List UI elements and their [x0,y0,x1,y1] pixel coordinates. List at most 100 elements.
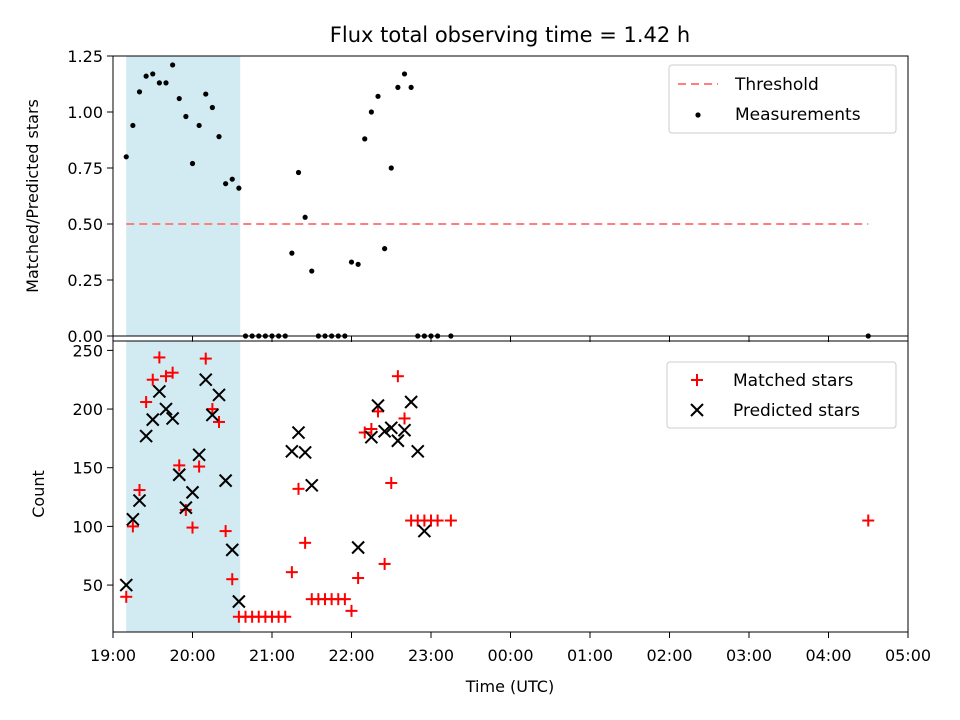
matched-star-point [352,572,365,585]
predicted-star-point [185,485,200,500]
matched-star-point [126,520,139,533]
matched-star-point [193,460,206,473]
matched-star-point [444,514,457,527]
matched-star-point [206,403,219,416]
measurement-point [355,261,361,267]
ratio-legend-box [668,64,897,134]
count-y-axis-label: Count [29,470,48,518]
matched-star-point [120,590,133,603]
count-y-tick-label: 150 [72,459,103,478]
predicted-star-point [391,434,405,448]
measurement-point [236,185,242,191]
measurement-point [170,62,176,68]
predicted-star-point [417,524,432,538]
matched-star-point [179,503,192,516]
predicted-star-point [146,412,160,427]
matched-star-point [862,514,875,527]
measurement-point [176,95,182,102]
predicted-star-point [132,493,147,508]
predicted-star-point [126,512,140,527]
predicted-star-point [397,423,412,437]
predicted-star-point [212,388,226,402]
measurement-point [229,176,235,182]
x-tick-label: 03:00 [726,646,772,665]
ratio-y-tick-label: 0.25 [67,271,103,290]
x-tick-label: 23:00 [408,646,454,665]
ratio-shaded-region [126,56,241,336]
legend-measurements-label: Measurements [735,105,861,125]
matched-star-point [398,412,411,425]
count-legend: Matched stars Predicted stars [666,361,897,429]
x-tick-label: 20:00 [169,646,215,665]
measurement-point [136,89,143,95]
matched-star-point [133,484,146,497]
matched-star-point [358,426,371,439]
predicted-star-point [298,445,312,460]
count-y-tick-label: 200 [72,400,103,419]
matched-star-point [299,536,312,549]
measurement-point [395,84,401,90]
matched-star-point [173,459,186,472]
ratio-y-tick-label: 0.75 [67,159,103,178]
x-axis-label: Time (UTC) [465,677,554,696]
x-tick-label: 19:00 [90,646,136,665]
measurement-point [348,259,355,265]
count-panel: 50 100 150 200 250 19:00 20:00 21:00 22:00 23:00… [29,340,931,696]
matched-star-point [166,366,179,379]
measurement-point [189,160,196,167]
measurement-point [130,122,136,129]
count-x-ticks: 19:00 20:00 21:00 22:00 23:00 00:00 01:00 02:00… [90,632,931,665]
count-y-tick-label: 100 [72,517,103,536]
measurement-point [123,154,129,160]
matched-star-point [279,610,292,623]
count-y-ticks: 50 100 150 200 250 [72,341,113,595]
measurement-point [143,73,149,79]
legend-matched-swatch [691,374,703,386]
ratio-y-axis-label: Matched/Predicted stars [23,99,42,293]
predicted-star-point [139,429,153,443]
predicted-star-point [152,384,167,399]
x-tick-label: 04:00 [805,646,851,665]
matched-star-point [219,525,232,538]
x-tick-label: 00:00 [487,646,533,665]
predicted-star-point [305,478,319,493]
x-tick-label: 22:00 [328,646,374,665]
legend-predicted-swatch [690,403,704,417]
ratio-y-tick-label: 1.25 [67,47,103,66]
measurement-point [289,250,295,256]
matched-star-point [431,514,444,527]
matched-star-point [338,593,351,606]
predicted-star-point [285,444,299,459]
legend-threshold-label: Threshold [734,75,819,95]
predicted-star-point [192,448,206,462]
predicted-star-point [377,424,392,439]
x-tick-label: 21:00 [249,646,295,665]
predicted-stars-points [119,373,432,609]
measurement-point [150,71,156,77]
matched-star-point [292,482,305,495]
ratio-y-tick-label: 0.50 [67,215,103,234]
matched-star-point [385,476,398,489]
matched-star-point [213,415,225,428]
predicted-star-point [199,373,213,387]
matched-star-point [372,405,384,418]
measurement-point [375,93,381,99]
measurement-point [183,113,189,120]
measurement-point [295,169,302,176]
predicted-star-point [404,395,418,409]
predicted-star-point [232,594,246,609]
predicted-star-point [205,408,220,422]
matched-star-point [391,370,404,383]
measurement-point [196,122,202,129]
count-y-tick-label: 50 [83,576,103,595]
matched-star-point [365,423,378,436]
count-y-tick-label: 250 [72,341,103,360]
ratio-legend: Threshold Measurements [668,64,897,134]
measurement-point [203,91,209,97]
measurement-point [216,134,222,140]
matched-star-point [160,370,172,383]
measurement-point [362,136,368,142]
measurement-point [309,268,315,274]
matched-star-point [146,373,159,386]
